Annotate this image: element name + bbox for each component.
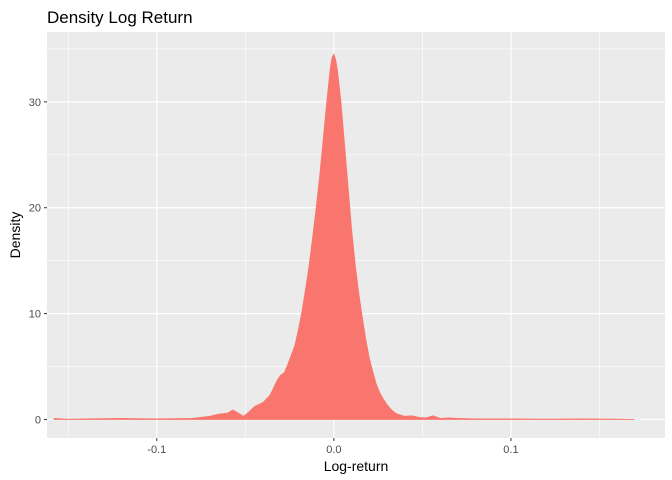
x-tick-label: 0.0 — [326, 444, 341, 456]
y-tick-label: 10 — [29, 309, 41, 321]
y-axis-title: Density — [7, 212, 23, 259]
x-axis-title: Log-return — [324, 458, 389, 474]
x-tick-label: -0.1 — [147, 444, 166, 456]
y-tick-label: 0 — [35, 414, 41, 426]
y-tick-label: 30 — [29, 97, 41, 109]
x-tick-label: 0.1 — [503, 444, 518, 456]
y-tick-label: 20 — [29, 203, 41, 215]
chart-title: Density Log Return — [47, 8, 193, 27]
axes: 0 10 20 30 -0.1 0.0 0.1 — [29, 97, 519, 456]
density-area — [53, 53, 635, 420]
